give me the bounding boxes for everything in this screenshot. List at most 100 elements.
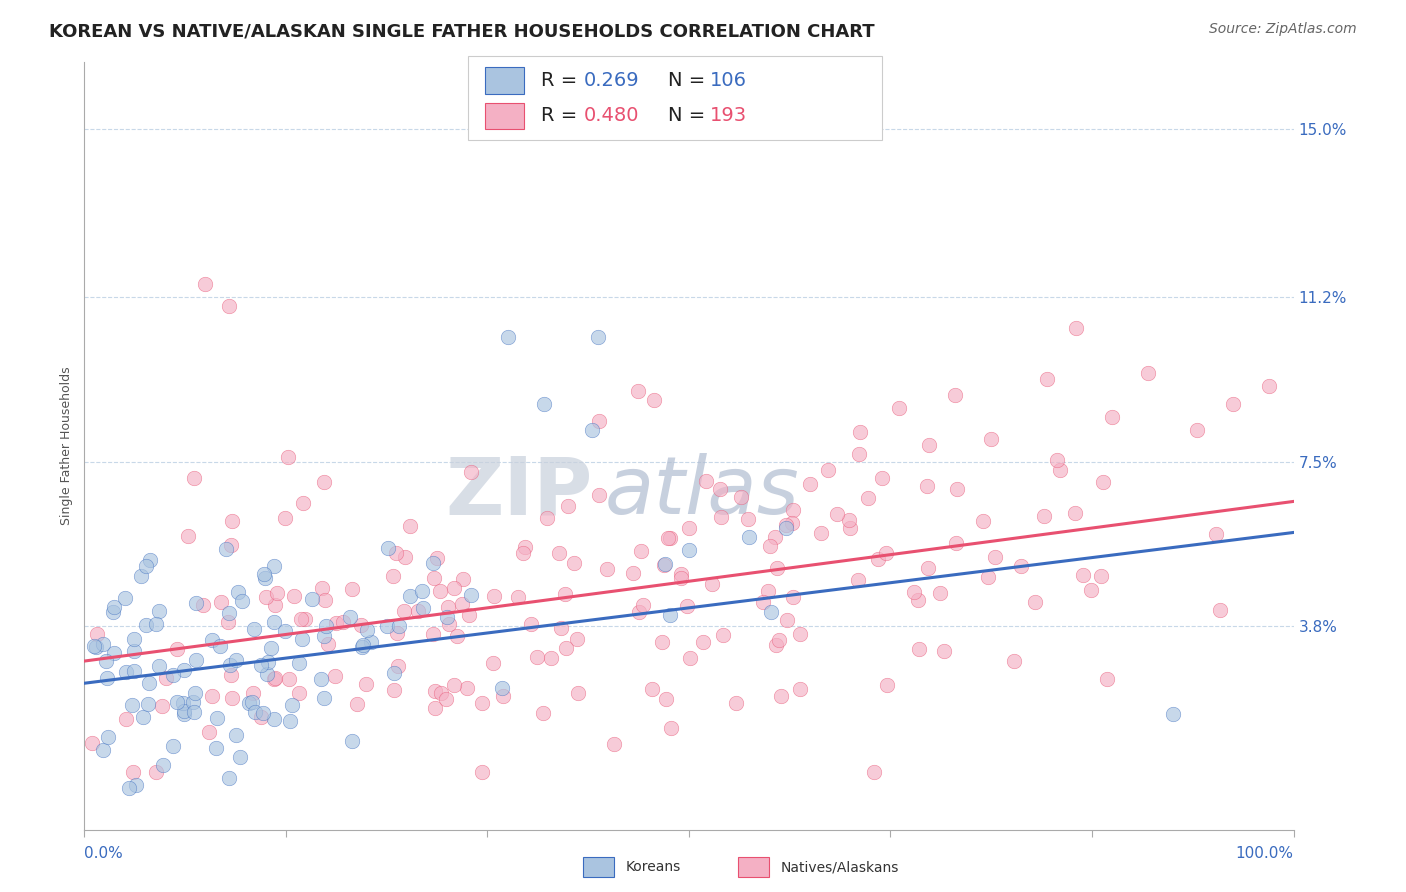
Point — [291, 632, 314, 646]
Point — [301, 591, 323, 606]
Point — [550, 620, 572, 634]
Point — [135, 558, 157, 573]
Point — [1205, 527, 1227, 541]
Point — [658, 607, 681, 622]
Point — [360, 635, 382, 649]
Point — [531, 706, 554, 720]
Point — [437, 616, 460, 631]
Point — [1045, 453, 1067, 467]
Point — [700, 577, 723, 591]
Text: KOREAN VS NATIVE/ALASKAN SINGLE FATHER HOUSEHOLDS CORRELATION CHART: KOREAN VS NATIVE/ALASKAN SINGLE FATHER H… — [49, 22, 875, 40]
Point — [263, 615, 285, 629]
Point — [640, 681, 662, 696]
Point — [181, 695, 204, 709]
Point — [1137, 366, 1160, 380]
Point — [339, 609, 361, 624]
Point — [155, 672, 177, 686]
Point — [627, 384, 650, 399]
Point — [908, 642, 931, 657]
Point — [603, 737, 626, 751]
Point — [139, 553, 162, 567]
Point — [858, 491, 880, 505]
Point — [586, 330, 609, 344]
Point — [253, 567, 276, 582]
Point — [429, 584, 451, 599]
Point — [124, 778, 146, 792]
Point — [557, 499, 579, 513]
Point — [356, 623, 378, 637]
Text: 0.480: 0.480 — [583, 106, 638, 126]
Point — [311, 581, 333, 595]
Point — [315, 618, 337, 632]
Point — [775, 518, 797, 533]
Point — [115, 665, 138, 679]
Point — [782, 590, 804, 604]
Point — [288, 686, 311, 700]
Point — [492, 689, 515, 703]
Text: 0.269: 0.269 — [583, 70, 640, 90]
Point — [184, 597, 207, 611]
Point — [229, 750, 252, 764]
Text: R =: R = — [541, 70, 583, 90]
Point — [274, 511, 297, 525]
Point — [122, 632, 145, 646]
Point — [588, 488, 610, 502]
Point — [121, 698, 143, 712]
Point — [1049, 463, 1071, 477]
Point — [254, 571, 277, 585]
Point — [162, 739, 184, 753]
Point — [399, 519, 422, 533]
Point — [266, 586, 288, 600]
Point — [238, 697, 260, 711]
Point — [132, 710, 155, 724]
Text: 193: 193 — [710, 106, 747, 126]
Point — [148, 604, 170, 618]
Point — [166, 695, 188, 709]
Point — [205, 711, 228, 725]
Point — [342, 582, 364, 597]
Point — [352, 638, 374, 652]
Point — [866, 552, 889, 566]
Point — [679, 651, 702, 665]
Point — [1090, 569, 1112, 583]
Point — [278, 714, 301, 728]
Point — [103, 599, 125, 614]
Point — [1258, 379, 1281, 393]
Point — [406, 604, 429, 618]
Point — [148, 659, 170, 673]
Point — [218, 657, 240, 672]
Point — [437, 600, 460, 615]
Point — [426, 551, 449, 566]
Text: Natives/Alaskans: Natives/Alaskans — [780, 860, 898, 874]
Point — [630, 543, 652, 558]
Y-axis label: Single Father Households: Single Father Households — [60, 367, 73, 525]
Point — [457, 608, 479, 623]
Point — [184, 686, 207, 700]
Point — [422, 627, 444, 641]
Point — [692, 635, 714, 649]
Point — [676, 599, 699, 613]
Point — [242, 622, 264, 636]
Point — [183, 705, 205, 719]
Text: 106: 106 — [710, 70, 747, 90]
Point — [145, 764, 167, 779]
Point — [655, 691, 678, 706]
Point — [354, 676, 377, 690]
Point — [260, 640, 283, 655]
Point — [201, 689, 224, 703]
Point — [323, 669, 346, 683]
Point — [226, 585, 249, 599]
Point — [678, 543, 700, 558]
Point — [394, 549, 416, 564]
Point — [481, 656, 503, 670]
Point — [643, 392, 665, 407]
Point — [776, 613, 799, 627]
Point — [240, 695, 263, 709]
Point — [150, 698, 173, 713]
Point — [1101, 410, 1123, 425]
Point — [846, 573, 869, 587]
Point — [314, 475, 336, 489]
Point — [567, 632, 589, 646]
Point — [482, 589, 505, 603]
Point — [555, 640, 578, 655]
